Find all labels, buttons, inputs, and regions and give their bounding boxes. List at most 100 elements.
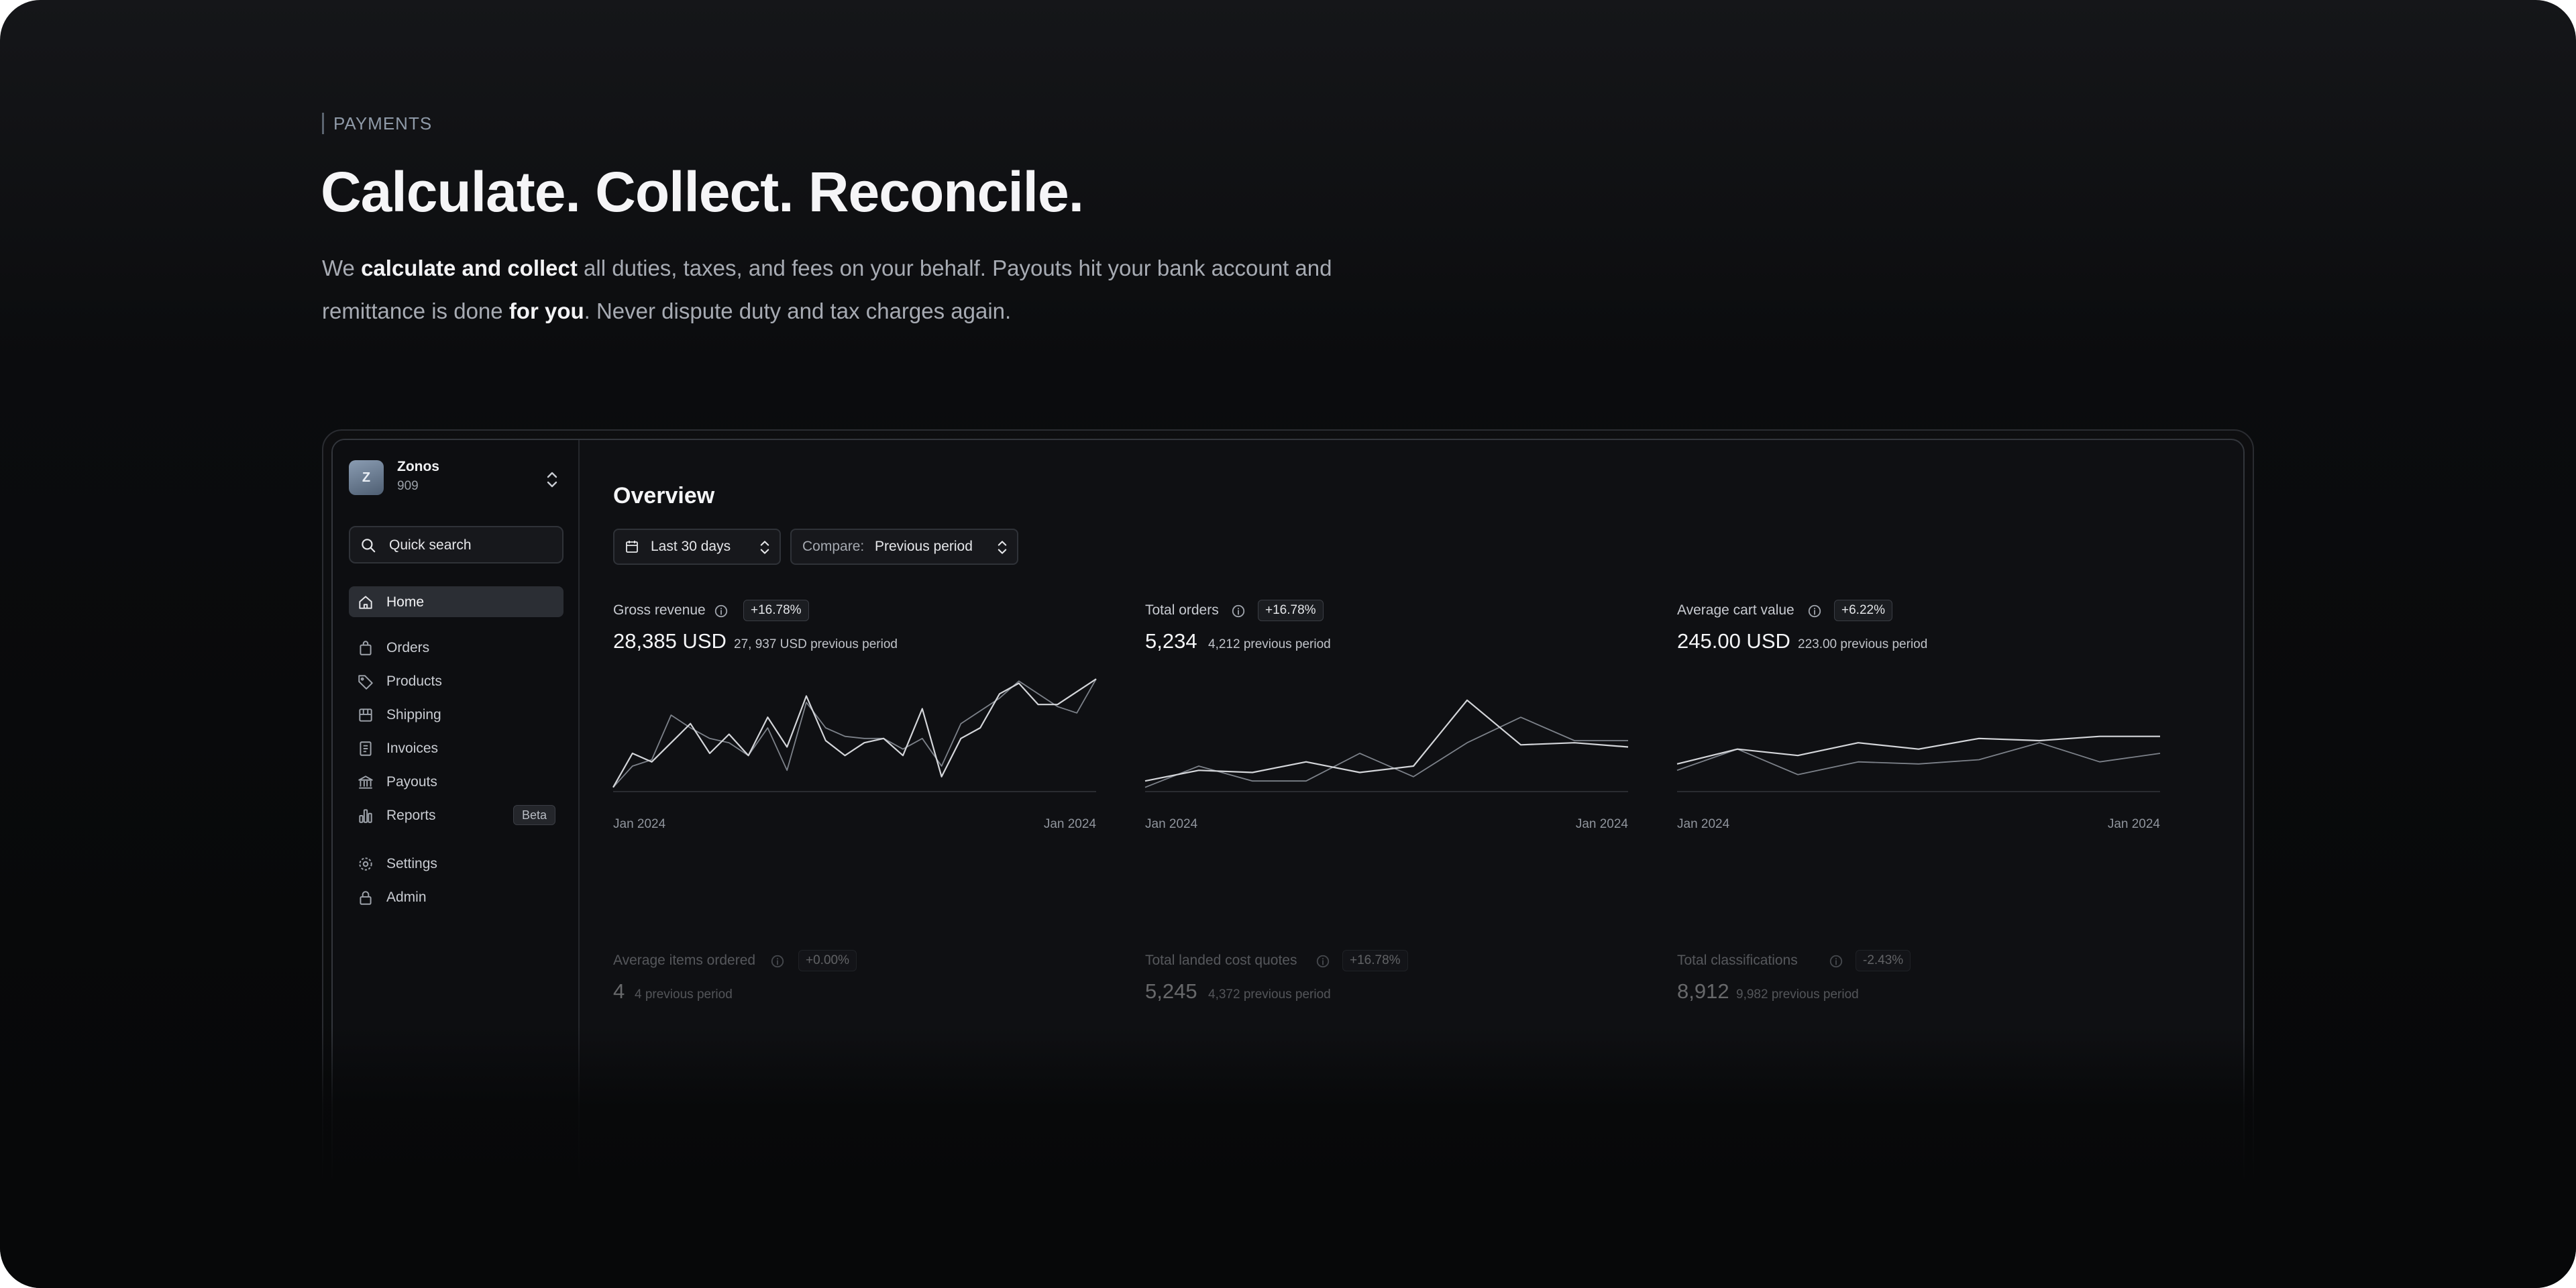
compare-label: Compare:	[802, 539, 865, 554]
lead-emphasis-2: for you	[508, 299, 584, 323]
previous-period: 27, 937 USD previous period	[734, 637, 898, 651]
org-switcher[interactable]: Z Zonos 909	[349, 459, 564, 499]
compare-select[interactable]: Compare: Previous period	[790, 529, 1018, 565]
change-badge: +16.78%	[1342, 950, 1408, 971]
sidebar-item-invoices[interactable]: Invoices	[349, 733, 564, 763]
info-icon[interactable]	[1316, 954, 1330, 969]
lead-emphasis-1: calculate and collect	[361, 256, 578, 280]
change-badge: -2.43%	[1856, 950, 1911, 971]
org-name: Zonos	[397, 459, 439, 474]
sidebar-item-payouts[interactable]: Payouts	[349, 766, 564, 797]
metric-value: 5,245	[1145, 979, 1197, 1003]
sidebar-item-label: Shipping	[386, 707, 441, 722]
x-axis-end-label: Jan 2024	[2107, 817, 2160, 831]
metric-value: 245.00 USD	[1677, 629, 1790, 653]
sidebar-item-label: Reports	[386, 808, 436, 823]
lead-text-2: all duties, taxes, and fees on your beha…	[322, 256, 1332, 323]
metric-card-gross-revenue[interactable]: Gross revenue +16.78% 28,385 USD 27, 937…	[612, 600, 1097, 898]
series-line-previous	[1676, 742, 2161, 775]
sidebar-item-orders[interactable]: Orders	[349, 632, 564, 663]
series-line-current	[1676, 735, 2160, 765]
lead-text-3: . Never dispute duty and tax charges aga…	[584, 299, 1012, 323]
change-badge: +16.78%	[1258, 600, 1324, 621]
previous-period: 4,212 previous period	[1208, 637, 1331, 651]
date-range-select[interactable]: Last 30 days	[613, 529, 781, 565]
sidebar-item-label: Admin	[386, 890, 427, 905]
card-title: Gross revenue	[613, 602, 706, 618]
x-axis-start-label: Jan 2024	[1677, 817, 1730, 831]
card-title: Average cart value	[1677, 602, 1794, 618]
series-line-previous	[1144, 716, 1628, 788]
line-chart	[1676, 735, 2161, 792]
page-title: Overview	[613, 483, 715, 508]
truck-icon	[359, 708, 372, 722]
bank-icon	[358, 775, 373, 789]
sidebar-item-label: Orders	[386, 640, 430, 655]
metric-card-total-classifications[interactable]: Total classifications -2.43% 8,912 9,982…	[1677, 950, 2160, 1248]
info-icon[interactable]	[770, 954, 785, 969]
gear-icon	[359, 857, 372, 871]
page-headline: Calculate. Collect. Reconcile.	[321, 160, 1084, 223]
calendar-icon	[626, 541, 638, 553]
series-line-current	[1144, 699, 1629, 782]
quick-search-label: Quick search	[389, 537, 472, 553]
card-title: Average items ordered	[613, 953, 756, 968]
lock-icon	[360, 891, 372, 905]
metric-card-average-cart-value[interactable]: Average cart value +6.22% 245.00 USD 223…	[1676, 600, 2161, 898]
sidebar-item-admin[interactable]: Admin	[349, 881, 564, 912]
sidebar-item-label: Invoices	[386, 741, 439, 756]
sidebar-item-label: Products	[386, 674, 442, 689]
previous-period: 4 previous period	[635, 987, 733, 1002]
line-chart	[612, 678, 1097, 792]
chevron-up-down-icon[interactable]	[545, 470, 559, 490]
date-range-label: Last 30 days	[651, 539, 731, 554]
sidebar-item-label: Settings	[386, 856, 437, 871]
info-icon[interactable]	[714, 604, 729, 619]
sidebar-item-reports[interactable]: Reports Beta	[349, 800, 564, 830]
info-icon[interactable]	[1807, 604, 1822, 619]
sidebar-item-products[interactable]: Products	[349, 665, 564, 696]
info-icon[interactable]	[1829, 954, 1843, 969]
org-id: 909	[397, 479, 419, 493]
previous-period: 223.00 previous period	[1798, 637, 1928, 651]
x-axis-end-label: Jan 2024	[1043, 817, 1096, 831]
change-badge: +0.00%	[798, 950, 857, 971]
search-icon	[362, 539, 376, 553]
chevron-up-down-icon	[760, 541, 769, 554]
beta-badge: Beta	[513, 805, 555, 825]
previous-period: 4,372 previous period	[1208, 987, 1331, 1002]
bottom-fade-overlay	[0, 1026, 2576, 1288]
compare-value: Previous period	[875, 539, 973, 554]
series-line-previous	[612, 678, 1097, 788]
change-badge: +6.22%	[1834, 600, 1892, 621]
metric-value: 4	[613, 979, 625, 1003]
bar-chart-icon	[359, 809, 372, 823]
metric-card-total-orders[interactable]: Total orders +16.78% 5,234 4,212 previou…	[1144, 600, 1629, 898]
x-axis-end-label: Jan 2024	[1575, 817, 1628, 831]
bag-icon	[360, 641, 372, 655]
sidebar-item-home[interactable]: Home	[349, 586, 564, 617]
change-badge: +16.78%	[743, 600, 809, 621]
invoice-icon	[360, 741, 372, 756]
info-icon[interactable]	[1231, 604, 1246, 619]
x-axis-start-label: Jan 2024	[613, 817, 666, 831]
main-panel: Overview Last 30 days Compare: Previous …	[580, 440, 2243, 1288]
sidebar-item-settings[interactable]: Settings	[349, 848, 564, 879]
x-axis-start-label: Jan 2024	[1145, 817, 1198, 831]
org-avatar: Z	[349, 460, 384, 495]
metric-card-total-landed-cost-quotes[interactable]: Total landed cost quotes +16.78% 5,245 4…	[1145, 950, 1628, 1248]
sidebar-item-shipping[interactable]: Shipping	[349, 699, 564, 730]
lead-text-1: We	[322, 256, 362, 280]
sidebar-item-label: Payouts	[386, 774, 437, 790]
metric-card-average-items-ordered[interactable]: Average items ordered +0.00% 4 4 previou…	[613, 950, 1096, 1248]
quick-search[interactable]: Quick search	[349, 526, 564, 564]
card-title: Total landed cost quotes	[1145, 953, 1297, 968]
card-title: Total classifications	[1677, 953, 1798, 968]
series-line-current	[612, 678, 1097, 788]
section-eyebrow: PAYMENTS	[322, 113, 432, 134]
previous-period: 9,982 previous period	[1736, 987, 1859, 1002]
hero-description: We calculate and collect all duties, tax…	[322, 247, 1342, 333]
line-chart	[1144, 699, 1629, 792]
tag-icon	[358, 675, 373, 690]
